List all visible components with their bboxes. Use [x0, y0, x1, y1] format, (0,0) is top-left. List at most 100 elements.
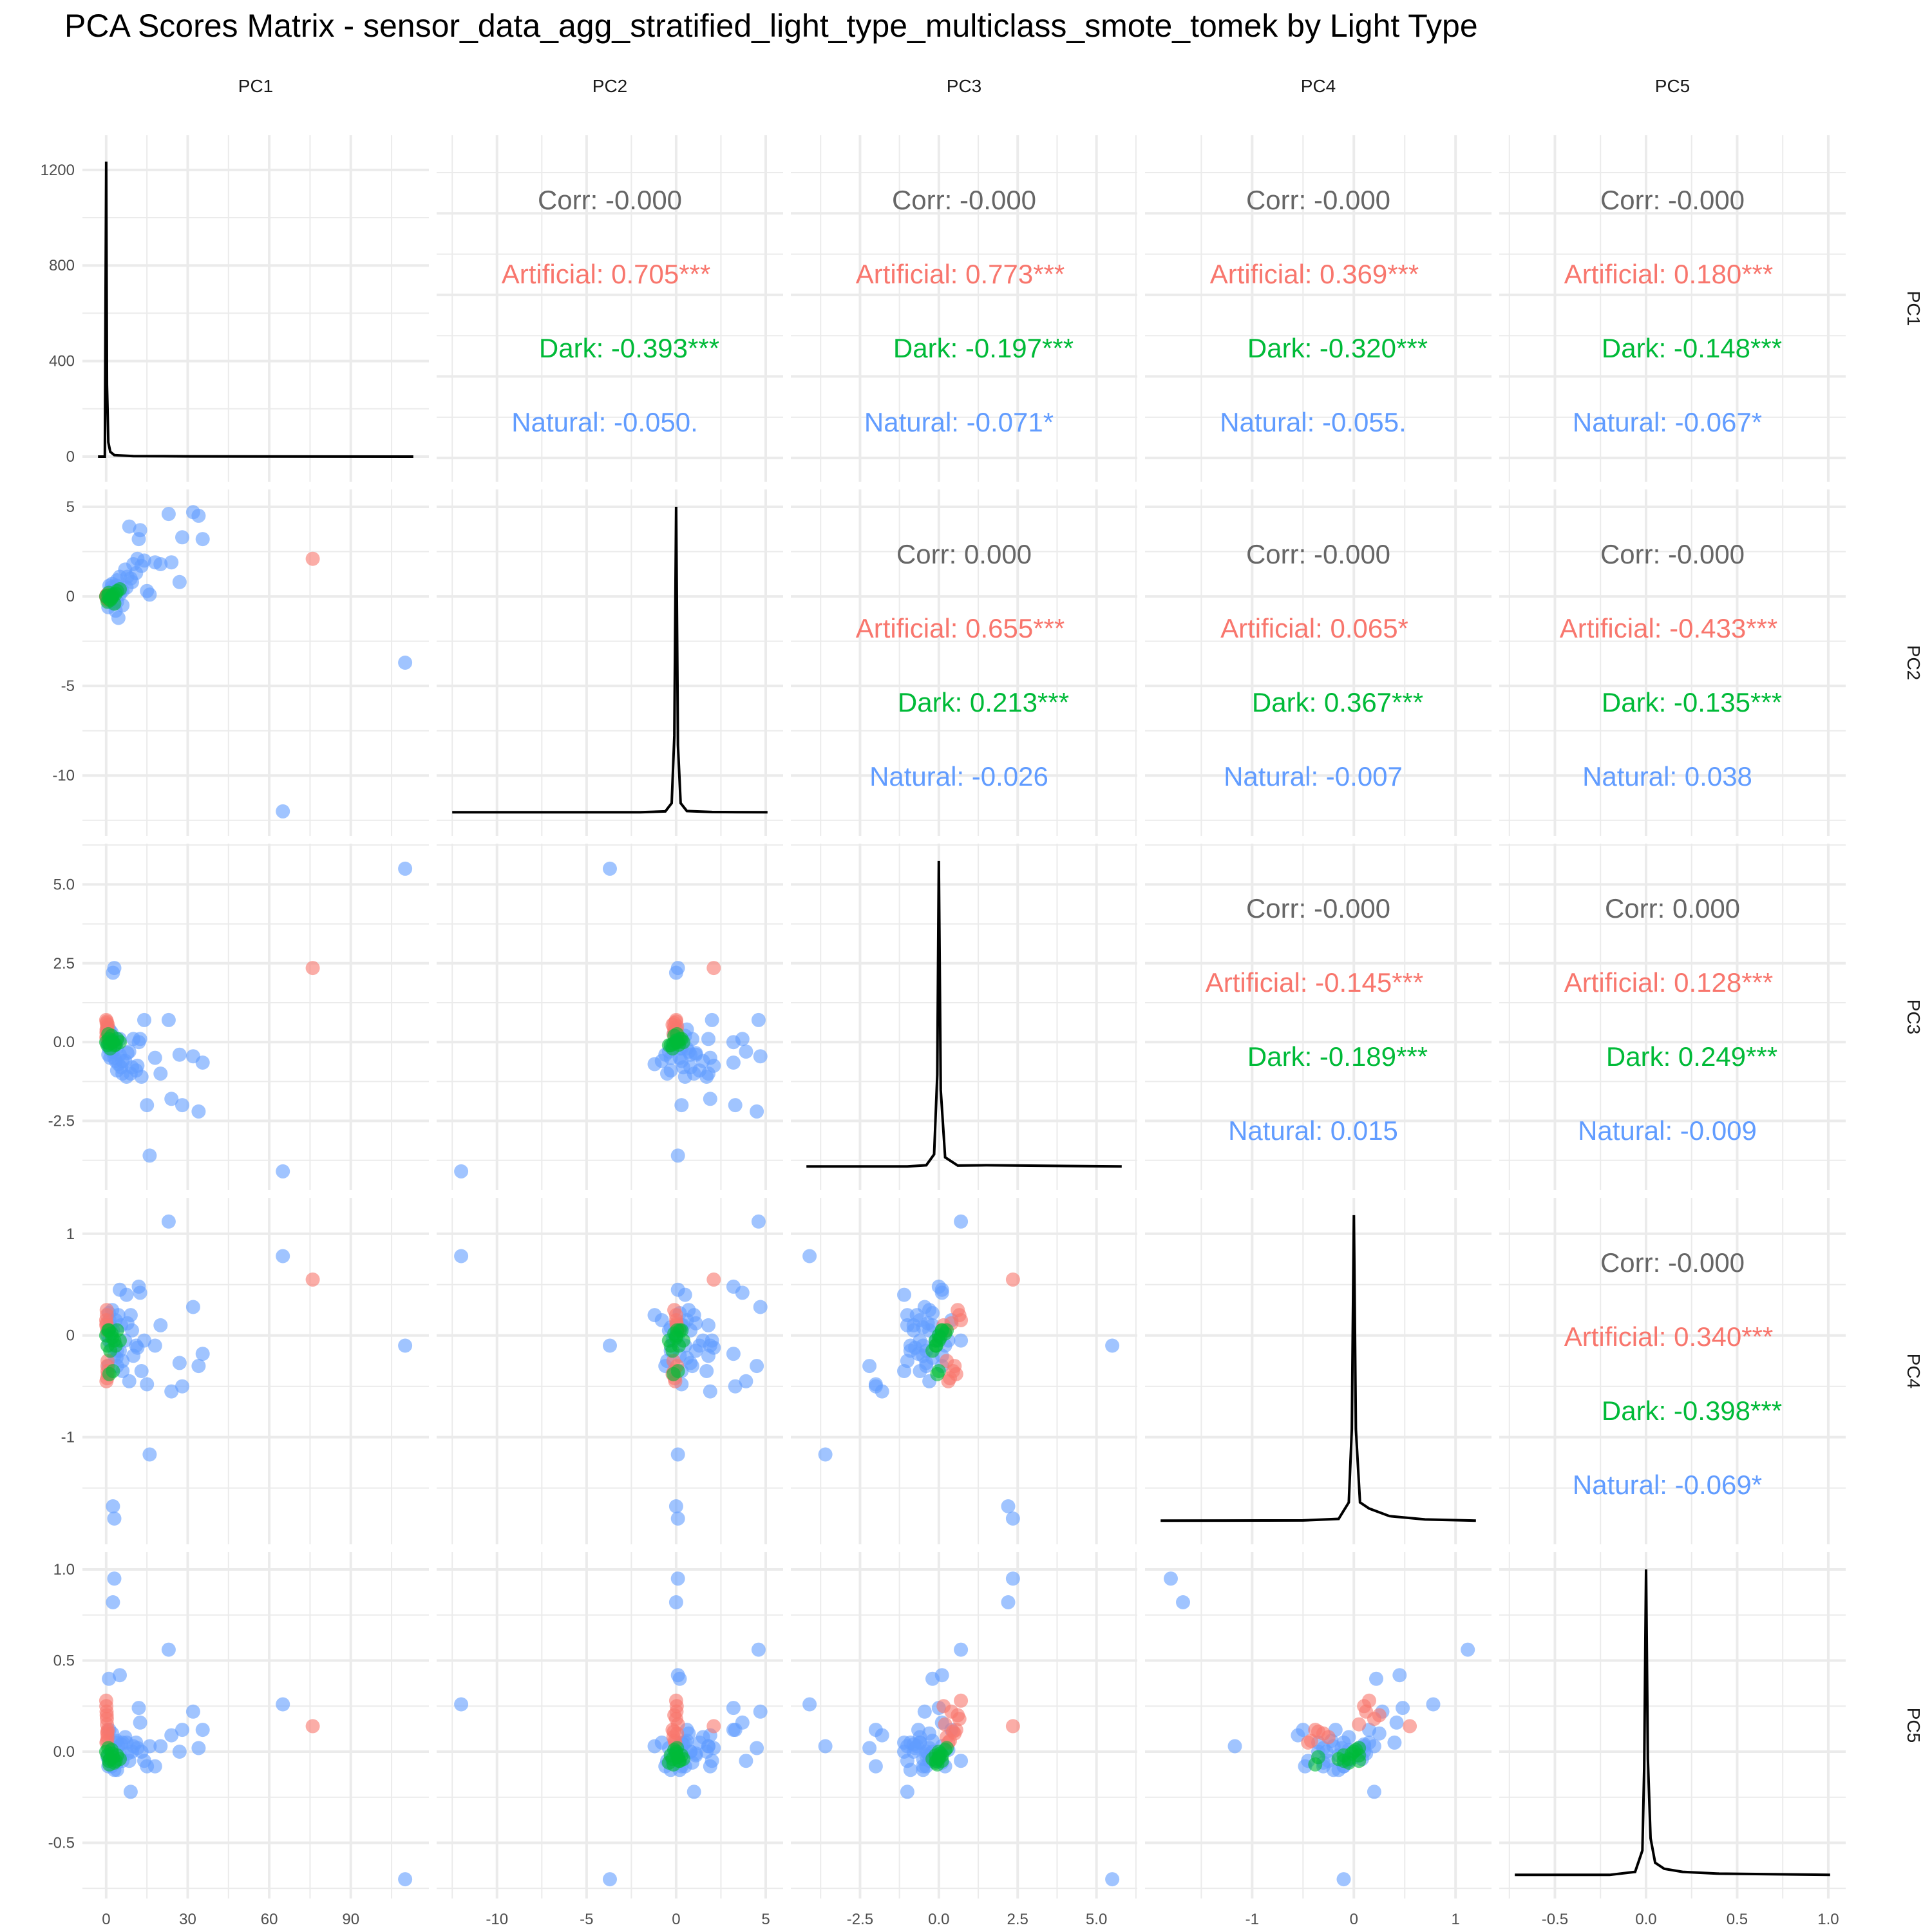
panel-PC3-PC3 [791, 844, 1137, 1190]
scatter-point-natural [1005, 1571, 1020, 1586]
scatter-point-natural [726, 1056, 741, 1070]
density-curve [1160, 1215, 1476, 1522]
scatter-point-natural [134, 1364, 149, 1378]
scatter-point-natural [1001, 1595, 1016, 1609]
density-curve [806, 860, 1122, 1168]
row-strip-label: PC4 [1904, 1354, 1924, 1388]
scatter-point-natural [683, 1060, 698, 1075]
corr-label-corr: Corr: 0.000 [1605, 893, 1740, 923]
x-tick-label: 60 [261, 1911, 278, 1928]
scatter-point-natural [735, 1285, 750, 1300]
x-tick-label: -1 [1245, 1911, 1259, 1928]
x-tick-label: 0.5 [1727, 1911, 1748, 1928]
panel-PC4-PC4 [1145, 1198, 1492, 1544]
x-tick-label: 30 [179, 1911, 196, 1928]
corr-label-corr: Corr: -0.000 [1600, 539, 1745, 569]
scatter-point-natural [111, 611, 126, 625]
scatter-point-natural [670, 1571, 685, 1586]
scatter-point-natural [688, 1316, 703, 1331]
scatter-point-natural [750, 1359, 764, 1374]
scatter-point-natural [917, 1704, 932, 1719]
y-tick-label: 1.0 [53, 1561, 75, 1578]
corr-label-artificial: Artificial: 0.655*** [856, 613, 1065, 643]
chart-title: PCA Scores Matrix - sensor_data_agg_stra… [64, 8, 1478, 44]
scatter-point-natural [706, 1340, 721, 1355]
scatter-point-natural [161, 507, 176, 522]
corr-label-dark: Dark: -0.189*** [1247, 1041, 1428, 1072]
corr-label-corr: Corr: -0.000 [892, 185, 1036, 215]
corr-label-artificial: Artificial: -0.145*** [1206, 967, 1423, 998]
y-tick-label: 5 [66, 498, 75, 516]
scatter-point-natural [175, 1723, 189, 1738]
scatter-point-natural [753, 1049, 768, 1064]
panel-grid: PC1 PC2 PC3 PC4 PC5 PC1 PC2 PC3 PC4 PC5 0 400 800 120… [41, 76, 1924, 1928]
scatter-point-natural [140, 1377, 155, 1392]
x-tick-label: 5 [761, 1911, 770, 1928]
scatter-point-natural [603, 1872, 617, 1887]
panel-PC5-PC2: -10 -5 0 5 [437, 1552, 783, 1928]
scatter-point-natural [276, 1164, 290, 1179]
scatter-point-natural [195, 532, 210, 547]
scatter-point-natural [109, 1063, 124, 1078]
scatter-point-natural [161, 1012, 176, 1027]
y-tick-label: 0.0 [53, 1743, 75, 1761]
scatter-point-dark [1336, 1754, 1351, 1768]
scatter-point-artificial [669, 1699, 684, 1714]
scatter-point-natural [934, 1282, 949, 1297]
scatter-point-artificial [954, 1693, 969, 1708]
corr-label-corr: Corr: 0.000 [896, 539, 1032, 569]
y-tick-label: -10 [52, 767, 75, 784]
scatter-point-natural [908, 1340, 923, 1355]
y-tick-label: 1 [66, 1226, 75, 1243]
x-tick-label: 1 [1452, 1911, 1460, 1928]
scatter-point-natural [735, 1032, 750, 1046]
scatter-point-natural [862, 1741, 877, 1756]
scatter-point-natural [1001, 1499, 1016, 1513]
panel-PC5-PC3: -2.5 0.0 2.5 5.0 [791, 1552, 1137, 1928]
scatter-point-natural [107, 1511, 122, 1526]
scatter-point-natural [900, 1308, 914, 1323]
scatter-point-natural [1227, 1739, 1242, 1754]
panel-PC2-PC5: Corr: -0.000 Artificial: -0.433*** Dark: -… [1499, 489, 1846, 836]
scatter-point-natural [113, 1668, 127, 1683]
scatter-point-natural [701, 1318, 715, 1332]
scatter-point-natural [818, 1447, 833, 1462]
scatter-point-dark [929, 1754, 943, 1768]
scatter-point-artificial [100, 1724, 115, 1739]
panel-PC2-PC2 [437, 489, 783, 836]
scatter-point-artificial [1367, 1712, 1381, 1727]
scatter-point-natural [133, 1715, 147, 1730]
scatter-point-natural [133, 1285, 147, 1300]
corr-label-dark: Dark: -0.393*** [539, 333, 719, 363]
scatter-point-dark [108, 1338, 123, 1353]
scatter-point-natural [739, 1374, 753, 1388]
scatter-point-natural [454, 1164, 469, 1179]
density-curve [1515, 1569, 1830, 1877]
scatter-point-artificial [706, 961, 721, 976]
scatter-point-natural [670, 1447, 685, 1462]
scatter-point-natural [802, 1249, 817, 1264]
scatter-point-natural [130, 1741, 145, 1756]
scatter-point-natural [739, 1754, 753, 1768]
scatter-point-natural [900, 1785, 914, 1799]
scatter-point-natural [897, 1287, 911, 1302]
y-tick-label: 2.5 [53, 955, 75, 972]
scatter-point-natural [1005, 1511, 1020, 1526]
y-tick-label: 0.0 [53, 1034, 75, 1051]
scatter-point-natural [687, 1785, 701, 1799]
scatter-point-natural [1176, 1595, 1190, 1609]
corr-label-artificial: Artificial: -0.433*** [1560, 613, 1777, 643]
scatter-point-natural [153, 1318, 168, 1332]
scatter-point-dark [108, 586, 123, 601]
scatter-point-dark [1308, 1757, 1323, 1772]
scatter-point-natural [175, 1379, 189, 1394]
scatter-point-artificial [305, 551, 320, 566]
corr-label-corr: Corr: -0.000 [1600, 1247, 1745, 1278]
scatter-point-natural [142, 1148, 157, 1163]
scatter-point-natural [276, 1249, 290, 1264]
scatter-point-natural [106, 1595, 120, 1609]
scatter-point-dark [930, 1367, 945, 1381]
scatter-point-natural [728, 1098, 743, 1113]
panel-PC5-PC1: 0 30 60 90 -0.5 0.0 0.5 1.0 [48, 1552, 429, 1928]
column-strip-label: PC3 [947, 76, 981, 96]
